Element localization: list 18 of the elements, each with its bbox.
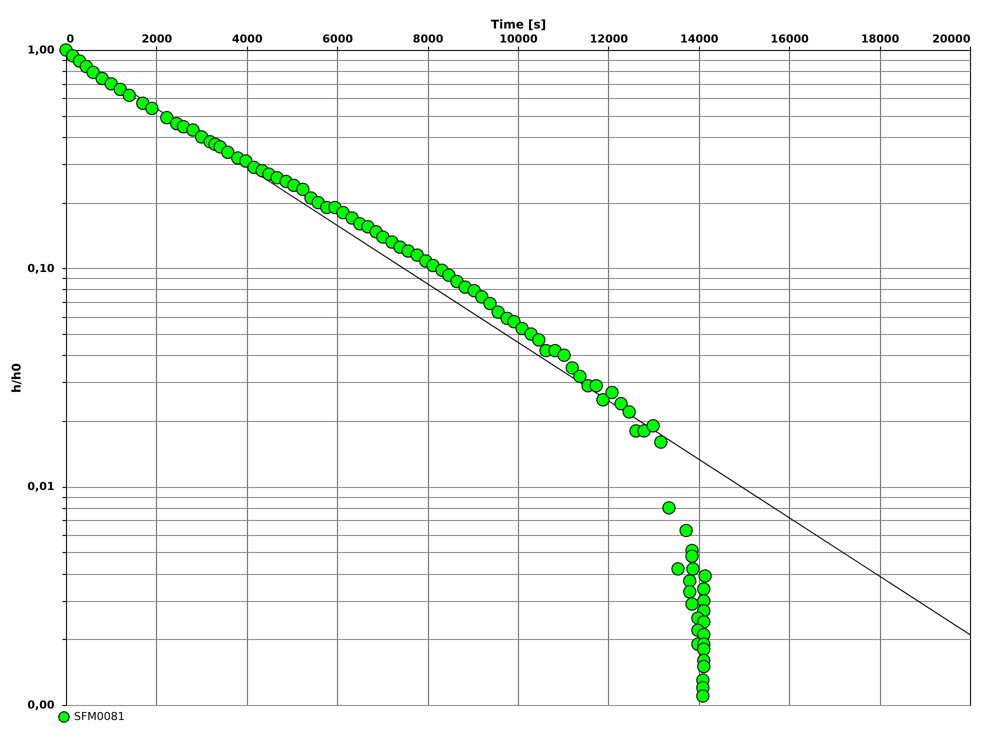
x-tick-label: 2000 bbox=[142, 32, 173, 46]
x-tick-label: 0 bbox=[66, 32, 74, 46]
x-tick-label: 6000 bbox=[322, 32, 354, 46]
legend-label: SFM0081 bbox=[74, 710, 125, 723]
x-tick-label: 8000 bbox=[412, 32, 444, 46]
x-tick-label: 4000 bbox=[232, 32, 263, 46]
y-tick-label: 1,00 bbox=[27, 44, 55, 56]
x-tick-label: 12000 bbox=[590, 32, 628, 46]
y-tick-label: 0,00 bbox=[27, 698, 55, 712]
x-tick-label: 20000 bbox=[932, 32, 971, 46]
y-tick-label: 0,01 bbox=[27, 480, 54, 494]
x-tick-label: 18000 bbox=[860, 32, 900, 46]
y-tick-label: 0,10 bbox=[27, 262, 55, 275]
x-axis-title: Time [s] bbox=[490, 18, 546, 32]
y-axis-title: h/h0 bbox=[9, 363, 24, 393]
x-tick-label: 10000 bbox=[499, 32, 538, 46]
x-tick-label: 14000 bbox=[680, 32, 719, 46]
x-tick-label: 16000 bbox=[770, 32, 810, 46]
